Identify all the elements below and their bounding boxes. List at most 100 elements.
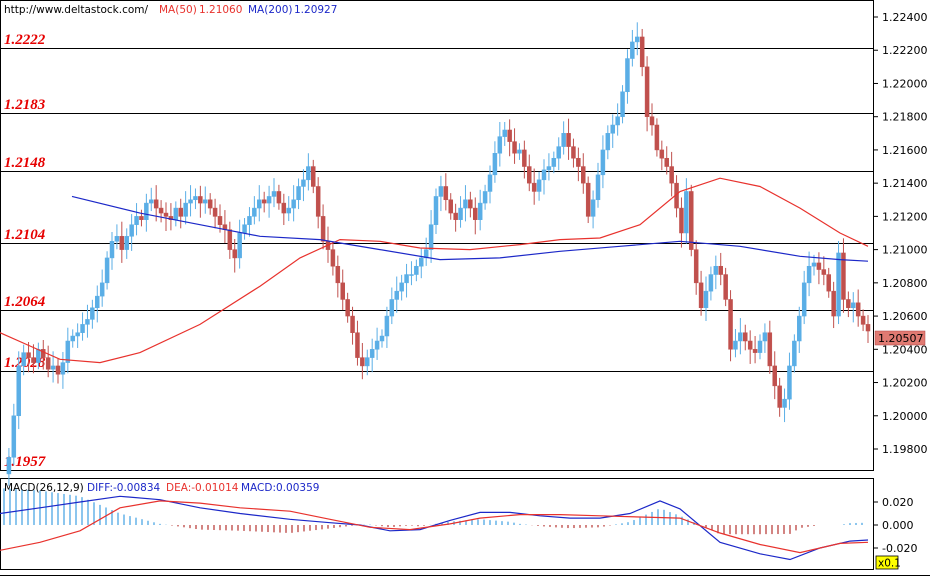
- candle-bearish: [752, 349, 758, 353]
- macd-dea-line: [0, 500, 869, 554]
- candle-bullish: [708, 274, 714, 292]
- candle-bullish: [811, 262, 817, 267]
- candle-bearish: [320, 216, 326, 242]
- price-tick-label: 1.21400: [882, 177, 928, 190]
- candle-bullish: [21, 352, 26, 367]
- candle-bullish: [477, 202, 483, 220]
- price-tick-label: 1.21000: [882, 244, 928, 257]
- macd-tick-label: -0.020: [882, 542, 917, 555]
- candle-bearish: [846, 299, 851, 309]
- candle-bullish: [80, 324, 85, 333]
- candle-bullish: [6, 457, 12, 475]
- candle-bearish: [448, 199, 453, 214]
- candle-bearish: [723, 274, 728, 300]
- candle-bullish: [762, 332, 768, 342]
- candle-bullish: [590, 199, 596, 217]
- candle-bullish: [247, 216, 252, 225]
- candle-bearish: [311, 166, 316, 187]
- candle-bearish: [743, 332, 748, 342]
- candle-bullish: [757, 340, 763, 353]
- candle-bullish: [114, 236, 120, 242]
- candle-bullish: [703, 290, 709, 309]
- candle-bearish: [55, 365, 61, 375]
- candle-bullish: [384, 315, 390, 337]
- candle-bullish: [60, 362, 66, 375]
- candle-bullish: [369, 349, 375, 358]
- candle-bullish: [193, 196, 198, 201]
- candle-bearish: [163, 212, 169, 217]
- price-axis: 1.22400 1.22200 1.22000 1.21800 1.21600 1.214…: [874, 11, 928, 555]
- macd-diff-line: [0, 495, 869, 561]
- candle-bullish: [183, 202, 188, 217]
- candle-bullish: [610, 124, 615, 134]
- macd-tick-label: 0.020: [882, 496, 914, 509]
- candle-bullish: [684, 191, 689, 234]
- candle-bullish: [75, 332, 80, 337]
- candle-bearish: [826, 274, 831, 292]
- candle-bearish: [585, 182, 591, 217]
- candle-bearish: [831, 290, 836, 317]
- candle-bullish: [536, 179, 542, 192]
- candle-bullish: [836, 252, 841, 317]
- macd-diff: DIFF:-0.00834: [87, 482, 161, 494]
- candle-bullish: [595, 174, 601, 201]
- level-label: 1.2222: [4, 32, 46, 48]
- candle-bullish: [124, 236, 129, 250]
- ma50-value: 1.21060: [199, 4, 242, 16]
- candle-bearish: [198, 196, 203, 204]
- candle-bearish: [718, 265, 723, 275]
- candle-bullish: [173, 207, 179, 220]
- candle-bullish: [36, 349, 41, 363]
- candle-bullish: [463, 199, 468, 209]
- ma50-line: [0, 177, 869, 364]
- zoom-badge[interactable]: [875, 555, 899, 570]
- source-url[interactable]: http://www.deltastock.com/: [4, 4, 149, 16]
- candle-bearish: [355, 332, 360, 358]
- price-tick-label: 1.21800: [882, 111, 928, 124]
- candle-bullish: [271, 191, 277, 197]
- candle-bearish: [522, 149, 527, 167]
- candle-bearish: [217, 216, 223, 225]
- candle-bearish: [571, 146, 576, 159]
- candle-bullish: [389, 299, 395, 317]
- level-label: 1.1957: [4, 454, 46, 470]
- candle-bullish: [782, 398, 787, 408]
- price-tick-label: 1.20600: [882, 310, 928, 323]
- candle-bullish: [242, 224, 247, 234]
- current-price-tag: [874, 330, 926, 346]
- candle-bearish: [728, 299, 733, 350]
- candle-bearish: [747, 340, 753, 350]
- candle-bullish: [419, 257, 424, 267]
- candle-bearish: [335, 265, 341, 284]
- candle-bearish: [816, 262, 822, 270]
- candle-bearish: [443, 186, 449, 201]
- candle-bearish: [693, 249, 699, 284]
- candle-bullish: [291, 199, 296, 209]
- candle-bullish: [203, 199, 208, 204]
- candle-bearish: [227, 229, 233, 250]
- candle-bullish: [296, 186, 301, 201]
- candle-bullish: [551, 157, 557, 167]
- candle-bullish: [90, 307, 95, 320]
- candle-bearish: [821, 269, 827, 275]
- candle-bullish: [600, 149, 606, 176]
- candle-bullish: [438, 186, 444, 197]
- candle-bearish: [276, 191, 282, 204]
- candle-bullish: [482, 191, 488, 204]
- candle-bullish: [257, 199, 262, 209]
- candle-bullish: [104, 257, 110, 284]
- ma200-line: [71, 195, 869, 262]
- ma200-label: MA(200): [248, 4, 292, 16]
- candle-bullish: [409, 274, 414, 276]
- candle-bullish: [620, 91, 625, 117]
- price-tick-label: 1.21200: [882, 210, 928, 223]
- price-tick-label: 1.19800: [882, 443, 928, 456]
- candle-bullish: [635, 36, 640, 43]
- candle-bullish: [95, 295, 100, 309]
- candle-bearish: [566, 133, 571, 147]
- candle-bullish: [50, 365, 56, 370]
- candle-bullish: [433, 196, 439, 225]
- candle-bearish: [31, 357, 36, 363]
- price-tick-label: 1.22400: [882, 11, 928, 24]
